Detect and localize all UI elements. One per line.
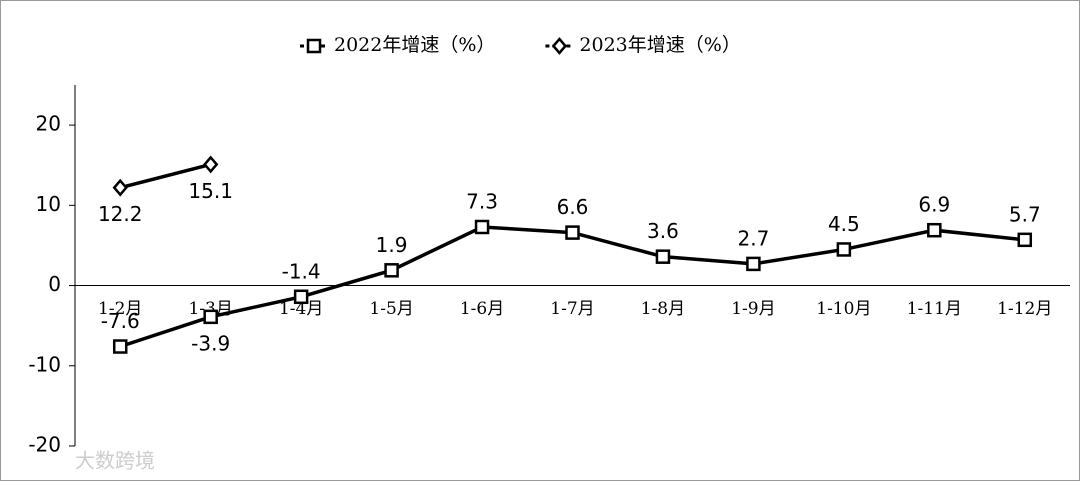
legend-label: 2023年增速（%） <box>579 34 740 56</box>
x-tick-label: 1-11月 <box>907 299 962 319</box>
x-tick-label: 1-10月 <box>816 299 871 319</box>
series-line <box>119 162 212 190</box>
x-tick-label: 1-9月 <box>731 299 775 319</box>
x-tick-label: 1-2月 <box>98 299 142 319</box>
watermark: 大数跨境 <box>75 449 155 473</box>
x-tick-label: 1-12月 <box>997 299 1052 319</box>
marker <box>203 155 219 174</box>
data-label: 15.1 <box>188 179 233 203</box>
legend-label: 2022年增速（%） <box>334 34 495 56</box>
data-label: -7.6 <box>101 309 140 333</box>
marker <box>112 178 128 197</box>
x-tick-label: 1-6月 <box>460 299 504 319</box>
marker <box>565 225 580 240</box>
marker <box>836 242 852 257</box>
y-tick-label: -20 <box>28 433 61 457</box>
marker <box>474 219 490 235</box>
marker <box>1017 232 1033 248</box>
x-tick-label: 1-7月 <box>550 299 594 319</box>
data-label: 4.5 <box>828 212 860 236</box>
x-tick-label: 1-5月 <box>369 299 413 319</box>
data-label: -1.4 <box>282 259 321 283</box>
y-tick-label: 20 <box>36 112 61 136</box>
y-tick-label: 10 <box>36 192 61 216</box>
x-tick-label: 1-4月 <box>279 299 323 319</box>
marker <box>306 38 322 54</box>
data-label: 5.7 <box>1009 202 1041 226</box>
marker <box>746 256 761 272</box>
marker <box>384 263 399 278</box>
marker <box>655 249 671 264</box>
marker <box>293 289 309 305</box>
marker <box>927 222 942 238</box>
data-label: 3.6 <box>647 219 679 243</box>
data-label: 6.6 <box>557 195 589 219</box>
data-label: 2.7 <box>738 226 770 250</box>
data-label: 7.3 <box>466 189 498 213</box>
y-tick-label: -10 <box>28 352 61 376</box>
data-label: 6.9 <box>918 193 950 217</box>
marker <box>551 37 568 55</box>
marker <box>203 309 218 325</box>
x-tick-label: 1-8月 <box>641 299 685 319</box>
data-label: 12.2 <box>98 202 143 226</box>
data-label: 1.9 <box>376 233 408 257</box>
marker <box>112 339 128 354</box>
y-tick-label: 0 <box>48 272 61 296</box>
data-label: -3.9 <box>191 331 230 355</box>
